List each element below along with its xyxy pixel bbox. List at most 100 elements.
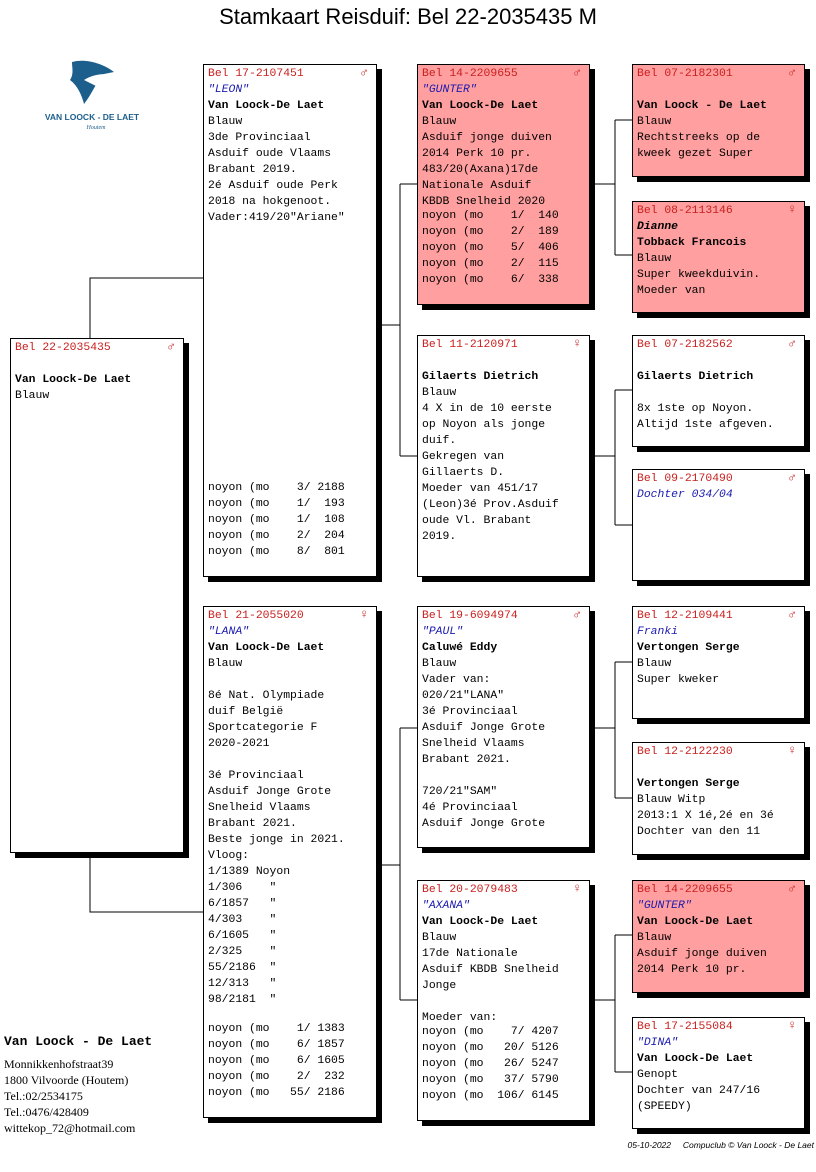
pedigree-card: Bel 19-6094974 ♂ "PAUL" Caluwé Eddy Blauw Vad… xyxy=(417,606,590,848)
ring-number: Bel 11-2120971 xyxy=(422,339,518,351)
result-line: noyon (mo 6/ 1857 xyxy=(208,1039,345,1051)
info-line: Sportcategorie F xyxy=(208,722,318,734)
pedigree-card: Bel 17-2155084 ♀ "DINA" Van Loock-De Laet Ge… xyxy=(632,1017,805,1129)
pedigree-card: Bel 22-2035435 ♂ Van Loock-De Laet Blauw xyxy=(10,338,184,853)
info-line: Blauw xyxy=(422,387,457,399)
footer-line: 1800 Vilvoorde (Houtem) xyxy=(4,1073,129,1087)
pedigree-card: Bel 20-2079483 ♀ "AXANA" Van Loock-De Laet B… xyxy=(417,880,590,1121)
owner: Van Loock-De Laet xyxy=(208,100,325,112)
blank-row xyxy=(422,353,585,369)
info-line: 2020-2021 xyxy=(208,738,270,750)
info-line: 4/303 " xyxy=(208,914,277,926)
info-line: Super kweker xyxy=(637,674,720,686)
info-line: Dochter van den 11 xyxy=(637,826,761,838)
info-line: 2013:1 X 1é,2é en 3é xyxy=(637,810,774,822)
sex-symbol: ♂ xyxy=(167,339,175,354)
info-line: 3é Provinciaal xyxy=(208,770,304,782)
footer-line: wittekop_72@hotmail.com xyxy=(4,1121,136,1135)
ring-number: Bel 12-2122230 xyxy=(637,746,733,758)
pigeon-name: "GUNTER" xyxy=(422,84,477,96)
blank-row xyxy=(15,356,179,372)
footer-line: Tel.:0476/428409 xyxy=(4,1105,89,1119)
blank-row xyxy=(637,760,800,776)
result-line: noyon (mo 3/ 2188 xyxy=(208,482,345,494)
blank-row xyxy=(422,768,585,784)
info-line: 17de Nationale xyxy=(422,948,518,960)
ring-number: Bel 19-6094974 xyxy=(422,610,518,622)
result-line: noyon (mo 37/ 5790 xyxy=(422,1074,559,1086)
info-line: Blauw xyxy=(15,390,50,402)
result-line: noyon (mo 26/ 5247 xyxy=(422,1058,559,1070)
logo-place: Houtem xyxy=(86,125,107,131)
info-line: 483/20(Axana)17de xyxy=(422,164,539,176)
sex-symbol: ♀ xyxy=(788,1018,796,1033)
sex-symbol: ♂ xyxy=(573,607,581,622)
info-line: Blauw xyxy=(637,253,672,265)
owner: Gilaerts Dietrich xyxy=(637,371,754,383)
info-line: Beste jonge in 2021. xyxy=(208,834,345,846)
info-line: Snelheid Vlaams xyxy=(208,802,311,814)
result-line: noyon (mo 1/ 140 xyxy=(422,210,559,222)
info-line: Brabant 2021. xyxy=(422,754,511,766)
result-line: noyon (mo 106/ 6145 xyxy=(422,1090,559,1102)
info-line: Super kweekduivin. xyxy=(637,269,761,281)
info-line: Asduif Jonge Grote xyxy=(208,786,332,798)
info-line: Blauw Witp xyxy=(637,794,706,806)
ring-number: Bel 20-2079483 xyxy=(422,884,518,896)
pigeon-name: Dochter 034/04 xyxy=(637,489,733,501)
owner: Vertongen Serge xyxy=(637,778,740,790)
result-line: noyon (mo 7/ 4207 xyxy=(422,1026,559,1038)
info-line: duif. xyxy=(422,435,457,447)
info-line: 3é Provinciaal xyxy=(422,706,518,718)
info-line: Asduif jonge duiven xyxy=(422,132,552,144)
ring-number: Bel 09-2170490 xyxy=(637,473,733,485)
pedigree-card: Bel 09-2170490 ♂ Dochter 034/04 xyxy=(632,469,805,581)
ring-number: Bel 14-2209655 xyxy=(422,68,518,80)
result-line: noyon (mo 1/ 1383 xyxy=(208,1023,345,1035)
info-line: 12/313 " xyxy=(208,978,277,990)
info-line: 3de Provinciaal xyxy=(208,132,311,144)
info-line: 2018 na hokgenoot. xyxy=(208,196,332,208)
pedigree-card: Bel 14-2209655 ♂ "GUNTER" Van Loock-De Laet… xyxy=(417,64,590,305)
info-line: Blauw xyxy=(422,932,457,944)
pigeon-name: Dianne xyxy=(637,221,679,233)
footer: Van Loock - De Laet Monnikkenhofstraat39… xyxy=(4,1034,152,1136)
owner: Van Loock-De Laet xyxy=(15,374,132,386)
sex-symbol: ♀ xyxy=(788,743,796,758)
result-line: noyon (mo 1/ 108 xyxy=(208,514,345,526)
info-line: Asduif Jonge Grote xyxy=(422,722,546,734)
info-line: Rechtstreeks op de xyxy=(637,132,761,144)
pedigree-card: Bel 12-2109441 ♂ Franki Vertongen Serge Blau… xyxy=(632,606,805,719)
info-line: Blauw xyxy=(422,658,457,670)
info-line: (Leon)3é Prov.Asduif xyxy=(422,499,559,511)
info-line: Vloog: xyxy=(208,850,250,862)
date: 05-10-2022 xyxy=(627,1140,672,1150)
info-line: 2019. xyxy=(422,531,457,543)
sex-symbol: ♀ xyxy=(573,881,581,896)
info-line: Nationale Asduif xyxy=(422,180,532,192)
ring-number: Bel 21-2055020 xyxy=(208,610,304,622)
info-line: Jonge xyxy=(422,980,457,992)
results: noyon (mo 1/ 1383 noyon (mo 6/ 1857 noyon … xyxy=(208,1021,345,1101)
sex-symbol: ♂ xyxy=(788,881,796,896)
info-line: 2é Asduif oude Perk xyxy=(208,180,338,192)
info-line: Moeder van 451/17 xyxy=(422,483,539,495)
logo-name: VAN LOOCK - DE LAET xyxy=(45,112,140,122)
info-line: 1/1389 Noyon xyxy=(208,866,291,878)
pedigree-card: Bel 14-2209655 ♂ "GUNTER" Van Loock-De Laet… xyxy=(632,880,805,993)
info-line: Altijd 1ste afgeven. xyxy=(637,419,774,431)
info-line: Vader:419/20"Ariane" xyxy=(208,212,345,224)
info-line: oude Vl. Brabant xyxy=(422,515,532,527)
result-line: noyon (mo 2/ 204 xyxy=(208,530,345,542)
info-line: (SPEEDY) xyxy=(637,1101,692,1113)
ring-number: Bel 12-2109441 xyxy=(637,610,733,622)
owner: Van Loock - De Laet xyxy=(637,100,767,112)
info-line: Asduif KBDB Snelheid xyxy=(422,964,559,976)
owner: Vertongen Serge xyxy=(637,642,740,654)
ring-number: Bel 07-2182562 xyxy=(637,339,733,351)
logo: VAN LOOCK - DE LAET Houtem xyxy=(45,60,140,131)
owner: Van Loock-De Laet xyxy=(637,916,754,928)
owner: Tobback Francois xyxy=(637,237,747,249)
credit-text: Compuclub © Van Loock - De Laet xyxy=(682,1140,814,1150)
owner: Van Loock-De Laet xyxy=(422,916,539,928)
